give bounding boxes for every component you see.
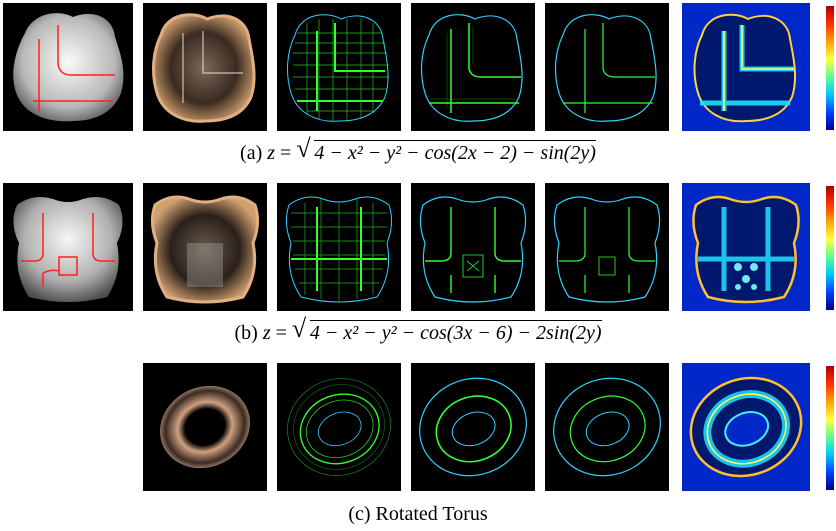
row-c-edges-dense bbox=[277, 363, 401, 491]
row-a-caption-equals: = bbox=[280, 142, 292, 164]
row-b-edges-clean bbox=[545, 183, 669, 311]
row-c-glass-render bbox=[143, 363, 267, 491]
row-b-glass-render bbox=[143, 183, 267, 311]
row-b-caption-lhs: z bbox=[262, 322, 271, 344]
row-b-error-heatmap bbox=[682, 183, 810, 311]
row-a-colorbar bbox=[826, 6, 834, 130]
row-a-depth-map bbox=[3, 3, 133, 131]
row-a-edges-clean bbox=[545, 3, 669, 131]
row-c-edges-medium bbox=[411, 363, 535, 491]
row-c-colorbar bbox=[826, 366, 834, 490]
row-a-caption: (a) z = √ 4 − x² − y² − cos(2x − 2) − sin… bbox=[0, 134, 836, 165]
row-a-caption-radicand: 4 − x² − y² − cos(2x − 2) − sin(2y) bbox=[314, 140, 596, 164]
row-c-caption: (c) Rotated Torus bbox=[0, 503, 836, 526]
row-a-error-heatmap bbox=[682, 3, 810, 131]
row-b-caption-radicand: 4 − x² − y² − cos(3x − 6) − 2sin(2y) bbox=[309, 320, 602, 344]
row-c-error-heatmap bbox=[682, 363, 810, 491]
row-a-caption-lhs: z bbox=[267, 142, 276, 164]
row-a-edges-dense bbox=[277, 3, 401, 131]
row-b-caption: (b) z = √ 4 − x² − y² − cos(3x − 6) − 2si… bbox=[0, 314, 836, 345]
row-b-caption-label: (b) bbox=[234, 322, 258, 344]
row-a-glass-render bbox=[143, 3, 267, 131]
row-b-sqrt: √ 4 − x² − y² − cos(3x − 6) − 2sin(2y) bbox=[292, 314, 602, 345]
row-b-caption-equals: = bbox=[275, 322, 287, 344]
row-c-caption-text: (c) Rotated Torus bbox=[348, 503, 488, 525]
row-b-depth-map bbox=[3, 183, 133, 311]
row-a-edges-medium bbox=[411, 3, 535, 131]
row-b-colorbar bbox=[826, 186, 834, 310]
row-a-sqrt: √ 4 − x² − y² − cos(2x − 2) − sin(2y) bbox=[296, 134, 596, 165]
sqrt-sign-icon: √ bbox=[296, 134, 311, 163]
sqrt-sign-icon: √ bbox=[291, 314, 307, 343]
row-b-edges-medium bbox=[411, 183, 535, 311]
row-a-caption-label: (a) bbox=[240, 142, 263, 164]
row-b-edges-dense bbox=[277, 183, 401, 311]
row-c-edges-clean bbox=[545, 363, 669, 491]
